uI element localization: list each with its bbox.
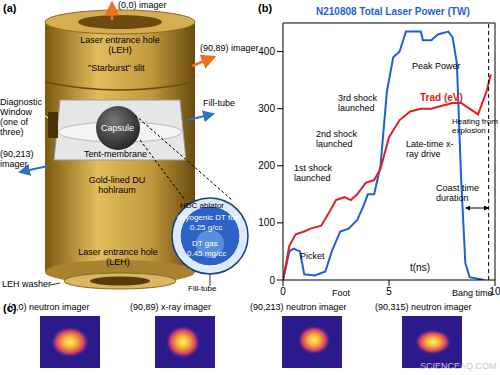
svg-text:0: 0 [269,275,275,286]
svg-text:0: 0 [280,286,286,297]
svg-text:100: 100 [258,217,275,228]
svg-text:200: 200 [258,160,275,171]
svg-text:400: 400 [258,46,275,57]
svg-text:300: 300 [258,103,275,114]
svg-text:5: 5 [386,286,392,297]
